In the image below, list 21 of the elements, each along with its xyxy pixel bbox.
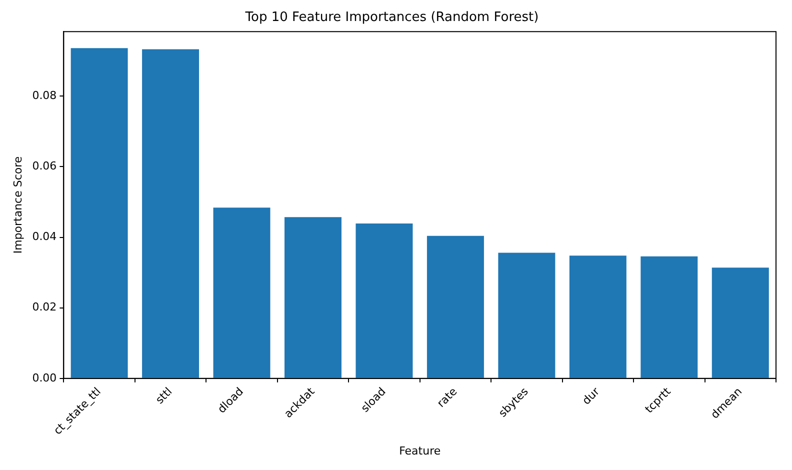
- y-tick-label: 0.00: [32, 371, 57, 384]
- bar: [569, 256, 626, 378]
- bar: [498, 252, 556, 378]
- x-tick-label: dur: [580, 384, 602, 408]
- y-axis-title: Importance Score: [11, 156, 24, 254]
- x-axis-title: Feature: [399, 444, 441, 458]
- y-tick-label: 0.06: [32, 160, 57, 173]
- bar: [284, 217, 342, 378]
- bar: [356, 224, 413, 378]
- x-tick-label: sttl: [153, 385, 175, 407]
- bar: [70, 48, 128, 378]
- bar: [426, 236, 484, 378]
- chart-title: Top 10 Feature Importances (Random Forest): [244, 10, 539, 26]
- bar: [640, 256, 698, 378]
- bar: [213, 208, 270, 378]
- x-tick-label: rate: [434, 384, 460, 410]
- bar: [142, 49, 200, 378]
- y-tick-label: 0.04: [32, 230, 57, 244]
- bar: [712, 268, 769, 378]
- y-tick-label: 0.08: [32, 89, 57, 102]
- y-tick-label: 0.02: [32, 300, 57, 314]
